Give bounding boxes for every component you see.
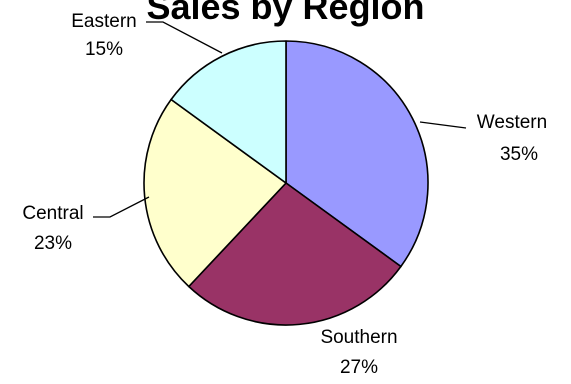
leader-line-eastern <box>146 21 223 54</box>
data-labels: Western 35% Southern 27% Central 23% Eastern 15… <box>22 11 547 378</box>
pie-slice-central <box>143 98 287 288</box>
pie-slice-eastern <box>170 40 287 184</box>
leader-line-central <box>93 196 150 218</box>
slice-label-southern: Southern <box>320 327 397 348</box>
slice-value-central: 23% <box>34 233 72 254</box>
slice-label-central: Central <box>22 203 83 224</box>
pie-slice-southern <box>187 182 402 326</box>
leader-line-western <box>419 121 467 129</box>
slice-value-western: 35% <box>500 144 538 165</box>
pie-slices <box>143 40 429 326</box>
pie-slice-western <box>285 40 429 268</box>
chart-title: Sales by Region <box>146 0 425 27</box>
slice-label-eastern: Eastern <box>71 11 136 32</box>
leader-lines <box>93 21 467 218</box>
slice-value-eastern: 15% <box>85 39 123 60</box>
slice-label-western: Western <box>477 112 547 133</box>
slice-value-southern: 27% <box>340 357 378 378</box>
